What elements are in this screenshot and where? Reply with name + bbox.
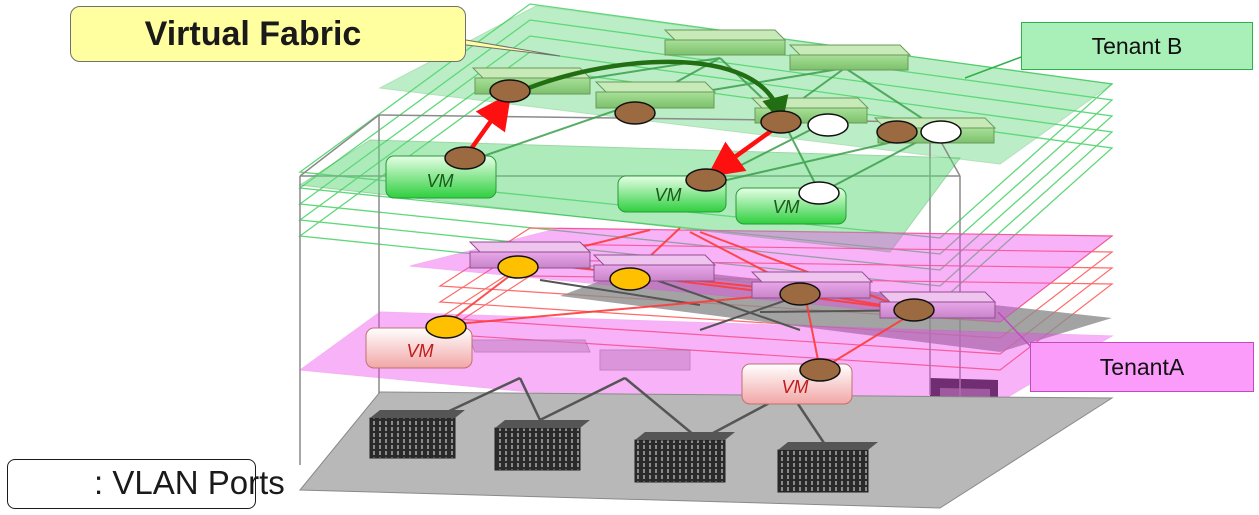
port-brown xyxy=(876,120,918,144)
port-orange xyxy=(497,255,539,279)
tenant-a-callout: TenantA xyxy=(1030,342,1254,392)
virtual-switch-b4 xyxy=(594,81,717,109)
vm-a1-label: VM xyxy=(407,341,434,361)
legend-label: : VLAN Ports xyxy=(94,464,285,501)
tenant-a-lower-switch-1 xyxy=(469,339,591,353)
port-brown xyxy=(799,358,841,382)
server-4 xyxy=(777,442,878,493)
tenant-b-pointer xyxy=(964,55,1025,79)
virtual-fabric-callout: Virtual Fabric xyxy=(70,6,466,62)
port-brown xyxy=(444,146,486,170)
vm-b1-uplink-arrow xyxy=(464,92,512,158)
vm-a2-label: VM xyxy=(782,377,809,397)
legend-box: : VLAN Ports xyxy=(7,459,285,509)
port-white xyxy=(798,181,840,205)
port-white xyxy=(920,120,962,144)
port-brown xyxy=(489,79,531,103)
port-brown xyxy=(760,110,802,134)
virtual-fabric-label: Virtual Fabric xyxy=(144,14,362,53)
vlan-ports xyxy=(425,79,962,382)
port-brown xyxy=(893,298,935,322)
port-orange xyxy=(425,315,467,339)
tenant-a-label: TenantA xyxy=(1099,353,1185,380)
vm-b2-downlink-arrow xyxy=(706,124,780,178)
tenant-b-callout: Tenant B xyxy=(1021,22,1253,70)
vm-b2-label: VM xyxy=(655,185,682,205)
tenant-a-pointer xyxy=(997,311,1033,349)
virtual-switch-b2 xyxy=(788,44,912,71)
tenant-b-label: Tenant B xyxy=(1091,32,1183,59)
port-orange xyxy=(609,267,651,291)
server-1 xyxy=(369,410,465,459)
port-brown xyxy=(685,168,727,192)
server-3 xyxy=(634,432,735,483)
tenant-a-lower-switch-2 xyxy=(599,349,691,371)
port-brown xyxy=(779,282,821,306)
vm-b1-label: VM xyxy=(427,171,454,191)
vm-b3-label: VM xyxy=(773,197,800,217)
port-brown xyxy=(614,101,656,125)
port-white xyxy=(807,113,849,137)
inter-switch-arrow xyxy=(511,59,789,124)
virtual-switch-b1 xyxy=(663,29,787,56)
physical-switch-plane xyxy=(560,266,1112,352)
server-2 xyxy=(494,420,590,471)
